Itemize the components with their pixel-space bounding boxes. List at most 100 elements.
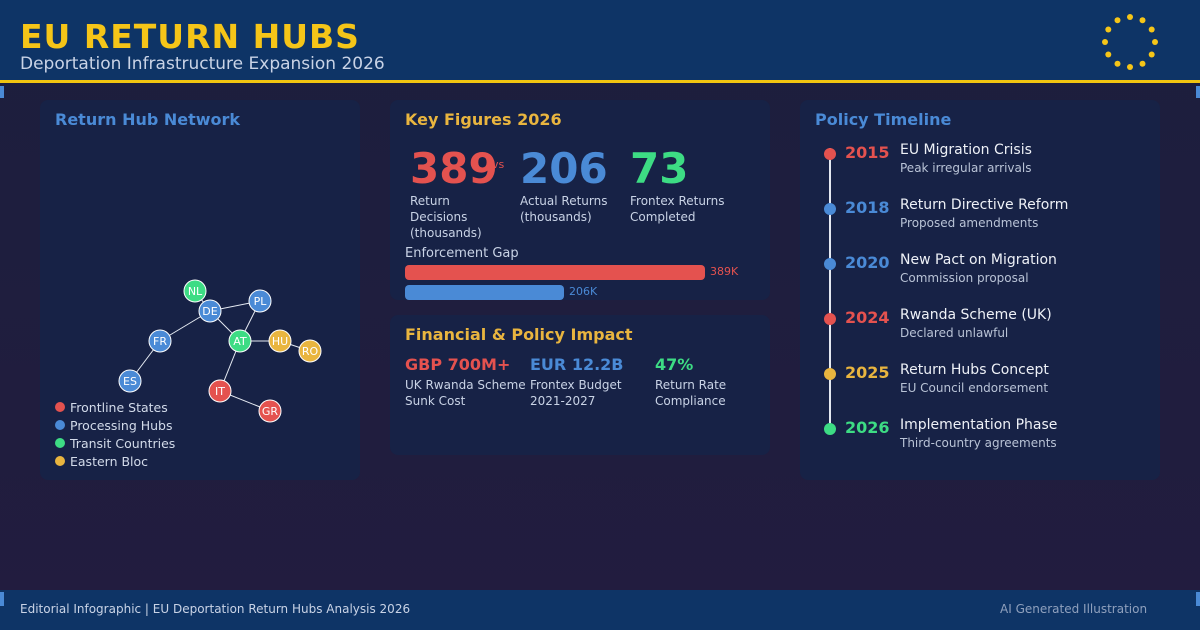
- legend-dot-transit: [55, 438, 65, 448]
- legend-dot-frontline: [55, 402, 65, 412]
- legend-item-processing: Processing Hubs: [55, 416, 175, 434]
- network-node-pl: [248, 289, 272, 313]
- policy-timeline-panel: Policy Timeline 2015 EU Migration Crisis…: [800, 100, 1160, 480]
- header-divider: [0, 80, 1200, 83]
- frontex-budget-label: Frontex Budget 2021-2027: [530, 378, 622, 408]
- legend-dot-eastern: [55, 456, 65, 466]
- return-rate-value: 47%: [655, 355, 694, 374]
- network-node-label: ES: [123, 375, 137, 388]
- timeline-event-desc: Declared unlawful: [900, 326, 1009, 340]
- enforcement-gap-title: Enforcement Gap: [405, 246, 519, 261]
- footer-edge-left: [0, 592, 4, 606]
- eu-stars-icon: [1102, 14, 1158, 70]
- key-figures-panel: Key Figures 2026 389 vs 206 73 Return De…: [390, 100, 770, 300]
- return-rate-label: Return Rate Compliance: [655, 378, 727, 408]
- frontex-budget-value: EUR 12.2B: [530, 355, 624, 374]
- timeline-event-title: Rwanda Scheme (UK): [900, 307, 1052, 323]
- legend-label: Processing Hubs: [70, 417, 173, 433]
- network-title: Return Hub Network: [55, 110, 241, 129]
- rwanda-cost-value: GBP 700M+: [405, 355, 511, 374]
- timeline-dot: [824, 203, 836, 215]
- timeline-event: 2024 Rwanda Scheme (UK) Declared unlawfu…: [800, 307, 1160, 347]
- timeline-event-desc: Commission proposal: [900, 271, 1029, 285]
- network-node-label: FR: [153, 335, 167, 348]
- timeline-year: 2015: [845, 143, 890, 162]
- network-node-label: RO: [302, 345, 319, 358]
- financial-impact-panel: Financial & Policy Impact GBP 700M+ EUR …: [390, 315, 770, 455]
- network-node-label: PL: [254, 295, 268, 308]
- network-node-ro: [298, 339, 322, 363]
- versus-label: vs: [492, 158, 505, 171]
- timeline-year: 2018: [845, 198, 890, 217]
- timeline-event-desc: Third-country agreements: [900, 436, 1057, 450]
- decisions-bar: [405, 265, 705, 280]
- returns-bar: [405, 285, 564, 300]
- network-node-hu: [268, 329, 292, 353]
- timeline-dot: [824, 313, 836, 325]
- timeline-event-desc: Proposed amendments: [900, 216, 1039, 230]
- timeline-event-title: Implementation Phase: [900, 417, 1058, 433]
- edge-marker-right: [1196, 86, 1200, 98]
- financial-title: Financial & Policy Impact: [405, 325, 633, 344]
- network-node-label: DE: [202, 305, 217, 318]
- network-node-fr: [148, 329, 172, 353]
- network-node-gr: [258, 399, 282, 423]
- legend-item-transit: Transit Countries: [55, 434, 175, 452]
- legend-item-frontline: Frontline States: [55, 398, 175, 416]
- frontex-returns-label: Frontex Returns Completed: [630, 194, 725, 224]
- timeline-event: 2015 EU Migration Crisis Peak irregular …: [800, 142, 1160, 182]
- timeline-event: 2018 Return Directive Reform Proposed am…: [800, 197, 1160, 237]
- returns-bar-label: 206K: [569, 285, 598, 298]
- timeline-event: 2020 New Pact on Migration Commission pr…: [800, 252, 1160, 292]
- network-graph: NL DE PL FR AT HU RO ES IT GR: [118, 279, 322, 423]
- timeline-dot: [824, 423, 836, 435]
- timeline-event-desc: EU Council endorsement: [900, 381, 1049, 395]
- timeline-event-desc: Peak irregular arrivals: [900, 161, 1032, 175]
- timeline-dot: [824, 148, 836, 160]
- timeline-year: 2025: [845, 363, 890, 382]
- timeline-event-title: New Pact on Migration: [900, 252, 1057, 268]
- frontex-returns-value: 73: [630, 144, 689, 193]
- network-node-it: [208, 379, 232, 403]
- footer-edge-right: [1196, 592, 1200, 606]
- page-title: EU RETURN HUBS: [20, 17, 360, 56]
- legend-label: Transit Countries: [70, 435, 176, 451]
- network-node-de: [198, 299, 222, 323]
- network-legend: Frontline States Processing Hubs Transit…: [55, 398, 175, 470]
- timeline-event-title: EU Migration Crisis: [900, 142, 1032, 158]
- legend-label: Eastern Bloc: [70, 453, 149, 469]
- legend-label: Frontline States: [70, 399, 168, 415]
- footer-credit: AI Generated Illustration: [1000, 602, 1148, 616]
- legend-item-eastern: Eastern Bloc: [55, 452, 175, 470]
- timeline-axis: [829, 148, 831, 424]
- timeline-event: 2026 Implementation Phase Third-country …: [800, 417, 1160, 457]
- return-decisions-value: 389: [410, 144, 498, 193]
- network-node-label: AT: [233, 335, 247, 348]
- network-node-es: [118, 369, 142, 393]
- edge-marker-left: [0, 86, 4, 98]
- timeline-year: 2026: [845, 418, 890, 437]
- network-node-label: GR: [262, 405, 279, 418]
- actual-returns-label: Actual Returns (thousands): [520, 194, 608, 224]
- rwanda-cost-label: UK Rwanda Scheme Sunk Cost: [405, 378, 526, 408]
- timeline-dot: [824, 368, 836, 380]
- network-node-label: IT: [215, 385, 225, 398]
- network-node-label: HU: [272, 335, 288, 348]
- decisions-bar-label: 389K: [710, 265, 739, 278]
- timeline-title: Policy Timeline: [815, 110, 952, 129]
- timeline-year: 2024: [845, 308, 890, 327]
- page-subtitle: Deportation Infrastructure Expansion 202…: [20, 54, 385, 74]
- network-node-at: [228, 329, 252, 353]
- network-node-nl: [183, 279, 207, 303]
- timeline-event: 2025 Return Hubs Concept EU Council endo…: [800, 362, 1160, 402]
- timeline-year: 2020: [845, 253, 890, 272]
- key-figures-title: Key Figures 2026: [405, 110, 562, 129]
- timeline-event-title: Return Hubs Concept: [900, 362, 1049, 378]
- header: EU RETURN HUBS Deportation Infrastructur…: [0, 0, 1200, 80]
- footer-caption: Editorial Infographic | EU Deportation R…: [20, 602, 411, 616]
- actual-returns-value: 206: [520, 144, 608, 193]
- return-hub-network-panel: Return Hub Network NL DE PL FR AT HU RO ES IT GR …: [40, 100, 360, 480]
- timeline-event-title: Return Directive Reform: [900, 197, 1069, 213]
- legend-dot-processing: [55, 420, 65, 430]
- return-decisions-label: Return Decisions (thousands): [410, 194, 482, 240]
